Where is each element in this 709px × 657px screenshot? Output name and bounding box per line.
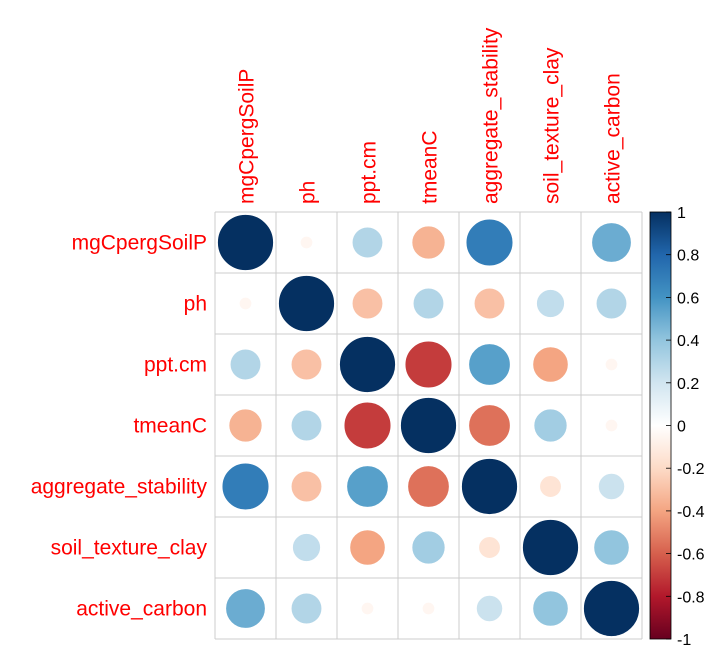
corr-circle-aggregate_stability-tmeanC [407, 465, 450, 508]
corr-circle-tmeanC-aggregate_stability [468, 404, 511, 447]
colorbar-tick-label: 0.6 [677, 290, 699, 307]
corr-circle-tmeanC-soil_texture_clay [533, 408, 568, 443]
corr-circle-aggregate_stability-ppt.cm [346, 465, 389, 508]
corr-circle-aggregate_stability-mgCpergSoilP [221, 462, 270, 511]
corr-circle-ph-active_carbon [595, 287, 628, 320]
column-label: ph [297, 181, 320, 204]
row-label: active_carbon [76, 598, 207, 621]
corr-circle-ph-soil_texture_clay [536, 289, 565, 318]
corr-circle-ph-ph [278, 275, 335, 332]
column-label: mgCpergSoilP [236, 69, 259, 204]
colorbar-tick-label: 0.2 [677, 376, 699, 393]
corr-circle-ppt.cm-aggregate_stability [468, 343, 511, 386]
corr-circle-soil_texture_clay-tmeanC [411, 530, 446, 565]
corr-circle-active_carbon-aggregate_stability [475, 594, 504, 623]
corr-circle-active_carbon-soil_texture_clay [532, 590, 569, 627]
corr-circle-tmeanC-tmeanC [400, 397, 457, 454]
corr-circle-ph-mgCpergSoilP [238, 296, 253, 311]
colorbar-tick-label: -0.4 [677, 504, 705, 521]
corr-circle-active_carbon-active_carbon [583, 580, 640, 637]
colorbar-tick-label: -0.8 [677, 589, 705, 606]
row-label: ppt.cm [144, 354, 207, 377]
colorbar-tick-label: 0 [677, 419, 686, 436]
colorbar-tick-label: -0.6 [677, 547, 705, 564]
colorbar-tick-label: 0.8 [677, 248, 699, 265]
corr-circle-mgCpergSoilP-mgCpergSoilP [217, 214, 274, 271]
corr-circle-mgCpergSoilP-active_carbon [591, 222, 632, 263]
corr-circle-soil_texture_clay-aggregate_stability [478, 536, 501, 559]
corr-circle-soil_texture_clay-ph [292, 533, 321, 562]
corr-circle-ppt.cm-tmeanC [404, 340, 453, 389]
corr-circle-soil_texture_clay-active_carbon [593, 529, 630, 566]
corr-circle-mgCpergSoilP-tmeanC [411, 225, 446, 260]
corr-circle-aggregate_stability-ph [290, 470, 323, 503]
column-label: soil_texture_clay [541, 47, 564, 204]
row-label: mgCpergSoilP [72, 232, 207, 255]
column-label: tmeanC [419, 130, 442, 204]
corr-circle-ppt.cm-soil_texture_clay [532, 346, 569, 383]
column-labels: mgCpergSoilP ph ppt.cm tmeanC aggregate_stab… [236, 27, 625, 204]
corr-circle-ppt.cm-ph [290, 348, 323, 381]
grid [214, 211, 643, 640]
colorbar-tick-label: -1 [677, 632, 691, 649]
corr-circle-ph-aggregate_stability [473, 287, 506, 320]
row-label: soil_texture_clay [51, 537, 208, 560]
row-label: ph [184, 293, 207, 316]
corr-circle-ph-tmeanC [412, 287, 445, 320]
corr-circle-active_carbon-tmeanC [421, 601, 436, 616]
column-label: ppt.cm [358, 141, 381, 204]
corr-circle-mgCpergSoilP-aggregate_stability [465, 218, 514, 267]
column-label: active_carbon [602, 73, 625, 204]
row-label: aggregate_stability [31, 476, 208, 499]
corr-circle-tmeanC-active_carbon [604, 418, 619, 433]
correlation-circles [217, 214, 640, 637]
corr-circle-mgCpergSoilP-ppt.cm [351, 226, 384, 259]
corr-circle-ppt.cm-active_carbon [604, 357, 619, 372]
row-label: tmeanC [133, 415, 207, 438]
corr-circle-active_carbon-ppt.cm [360, 601, 375, 616]
corr-circle-tmeanC-ppt.cm [343, 401, 392, 450]
corr-circle-ph-ppt.cm [351, 287, 384, 320]
colorbar-tick-label: -0.2 [677, 461, 705, 478]
corr-circle-active_carbon-ph [290, 592, 323, 625]
corr-circle-tmeanC-ph [290, 409, 323, 442]
corr-circle-aggregate_stability-aggregate_stability [461, 458, 518, 515]
corr-circle-aggregate_stability-soil_texture_clay [539, 475, 562, 498]
column-label: aggregate_stability [480, 27, 503, 204]
corr-circle-soil_texture_clay-soil_texture_clay [522, 519, 579, 576]
corr-circle-active_carbon-mgCpergSoilP [225, 588, 266, 629]
corr-circle-ppt.cm-mgCpergSoilP [229, 348, 262, 381]
colorbar-tick-label: 1 [677, 205, 686, 222]
corr-circle-mgCpergSoilP-ph [299, 235, 314, 250]
row-labels: mgCpergSoilP ph ppt.cm tmeanC aggregate_stab… [31, 232, 208, 621]
colorbar-tick-label: 0.4 [677, 333, 699, 350]
colorbar: -1 -0.8 -0.6 -0.4 -0.2 0 0.2 0.4 0.6 0.8 1 [649, 205, 705, 649]
corr-circle-tmeanC-mgCpergSoilP [228, 408, 263, 443]
corr-circle-aggregate_stability-active_carbon [597, 472, 626, 501]
corr-circle-soil_texture_clay-ppt.cm [349, 529, 386, 566]
corr-circle-ppt.cm-ppt.cm [339, 336, 396, 393]
